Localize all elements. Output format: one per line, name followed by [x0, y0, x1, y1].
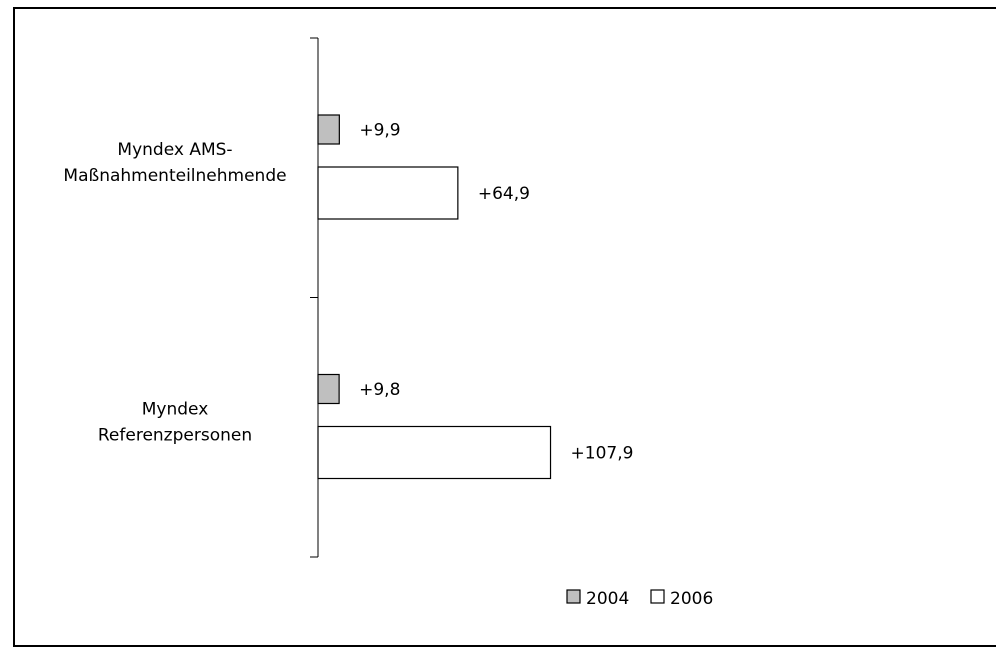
- bar-2004-1: [317, 114, 340, 145]
- bar-2004-2: [317, 373, 340, 405]
- bar-chart: +9,9 +64,9 Myndex AMS-Maßnahmenteilnehmend…: [63, 37, 713, 609]
- legend-swatch-2006: [650, 589, 665, 604]
- category-label: Myndex AMS-Maßnahmenteilnehmende: [63, 140, 286, 186]
- data-label-2006-2: +107,9: [571, 444, 634, 464]
- category-label: Myndex Referenzpersonen: [98, 400, 252, 446]
- data-label-2004-1: +9,9: [359, 121, 400, 141]
- legend-label-2006: 2006: [670, 589, 713, 609]
- legend-label-2004: 2004: [586, 589, 629, 609]
- data-label-2006-1: +64,9: [478, 184, 530, 204]
- legend-swatch-2004: [566, 589, 581, 604]
- bar-2006-1: [317, 166, 459, 220]
- bar-2006-2: [317, 425, 552, 480]
- data-label-2004-2: +9,8: [359, 380, 400, 400]
- chart-frame: [13, 7, 996, 647]
